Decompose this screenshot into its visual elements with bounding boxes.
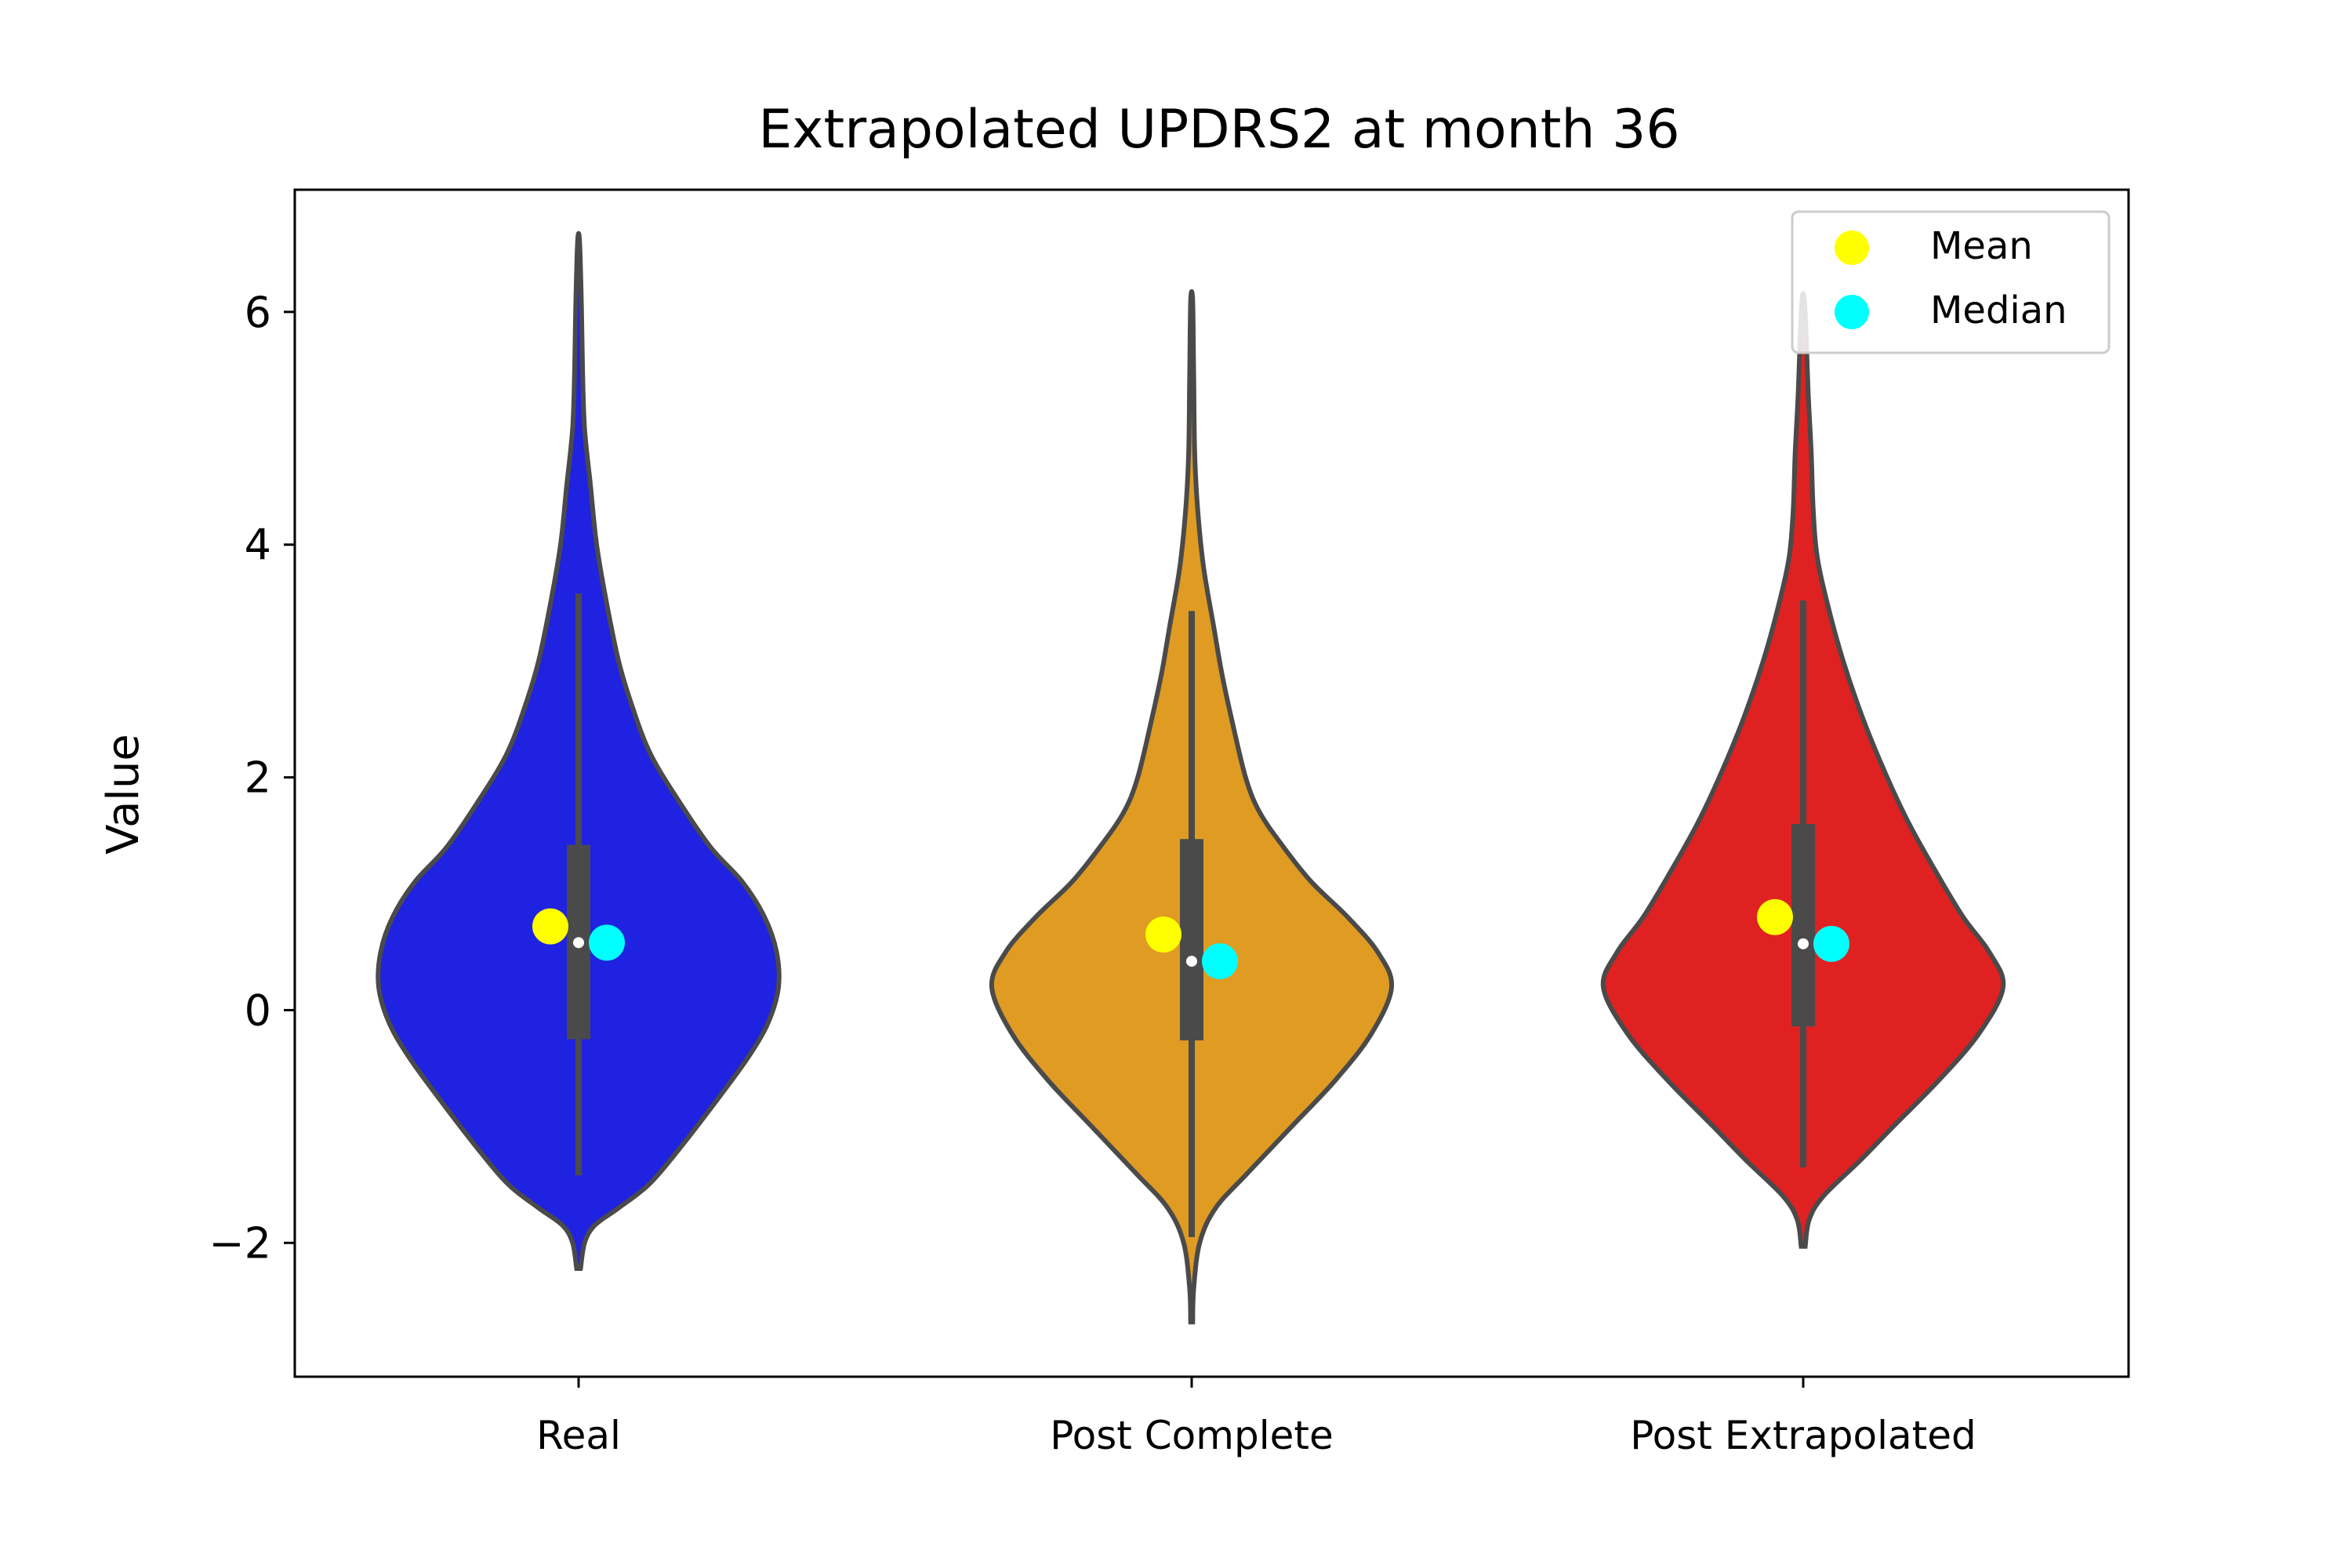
mean-point-post-extrapolated	[1757, 898, 1793, 935]
median-point-post-extrapolated	[1813, 925, 1849, 962]
markers-layer	[532, 898, 1849, 980]
mean-point-post-complete	[1145, 916, 1181, 953]
median-point-real	[589, 924, 625, 961]
y-tick-label: 2	[245, 753, 271, 803]
x-tick-label-post-extrapolated: Post Extrapolated	[1630, 1413, 1976, 1458]
legend: Mean Median	[1791, 210, 2111, 354]
legend-mean-marker	[1835, 230, 1869, 265]
y-tick-label: 6	[245, 288, 271, 337]
y-tick-label: 0	[245, 985, 271, 1035]
mean-point-real	[532, 908, 568, 945]
chart-title: Extrapolated UPDRS2 at month 36	[758, 99, 1679, 161]
legend-box	[1791, 210, 2111, 354]
boxes-layer	[567, 593, 1815, 1237]
y-axis-label: Value	[98, 734, 149, 855]
box-median-dot-post-complete	[1186, 956, 1197, 967]
y-tick-label: 4	[245, 521, 271, 570]
legend-median-marker	[1835, 295, 1869, 329]
median-point-post-complete	[1202, 943, 1238, 980]
x-tick-label-real: Real	[536, 1413, 621, 1458]
iqr-box-post-extrapolated	[1791, 823, 1815, 1027]
x-axis: Real Post Complete Post Extrapolated	[536, 1377, 1976, 1458]
x-tick-label-post-complete: Post Complete	[1050, 1413, 1333, 1458]
legend-mean-label: Mean	[1930, 224, 2033, 268]
legend-median-label: Median	[1930, 289, 2067, 332]
iqr-box-post-complete	[1180, 839, 1203, 1041]
box-median-dot-post-extrapolated	[1798, 938, 1809, 949]
y-tick-label: −2	[209, 1218, 271, 1268]
plot-frame	[293, 188, 2130, 1378]
y-axis: −2 0 2 4 6	[209, 288, 295, 1268]
box-median-dot-real	[573, 937, 584, 949]
